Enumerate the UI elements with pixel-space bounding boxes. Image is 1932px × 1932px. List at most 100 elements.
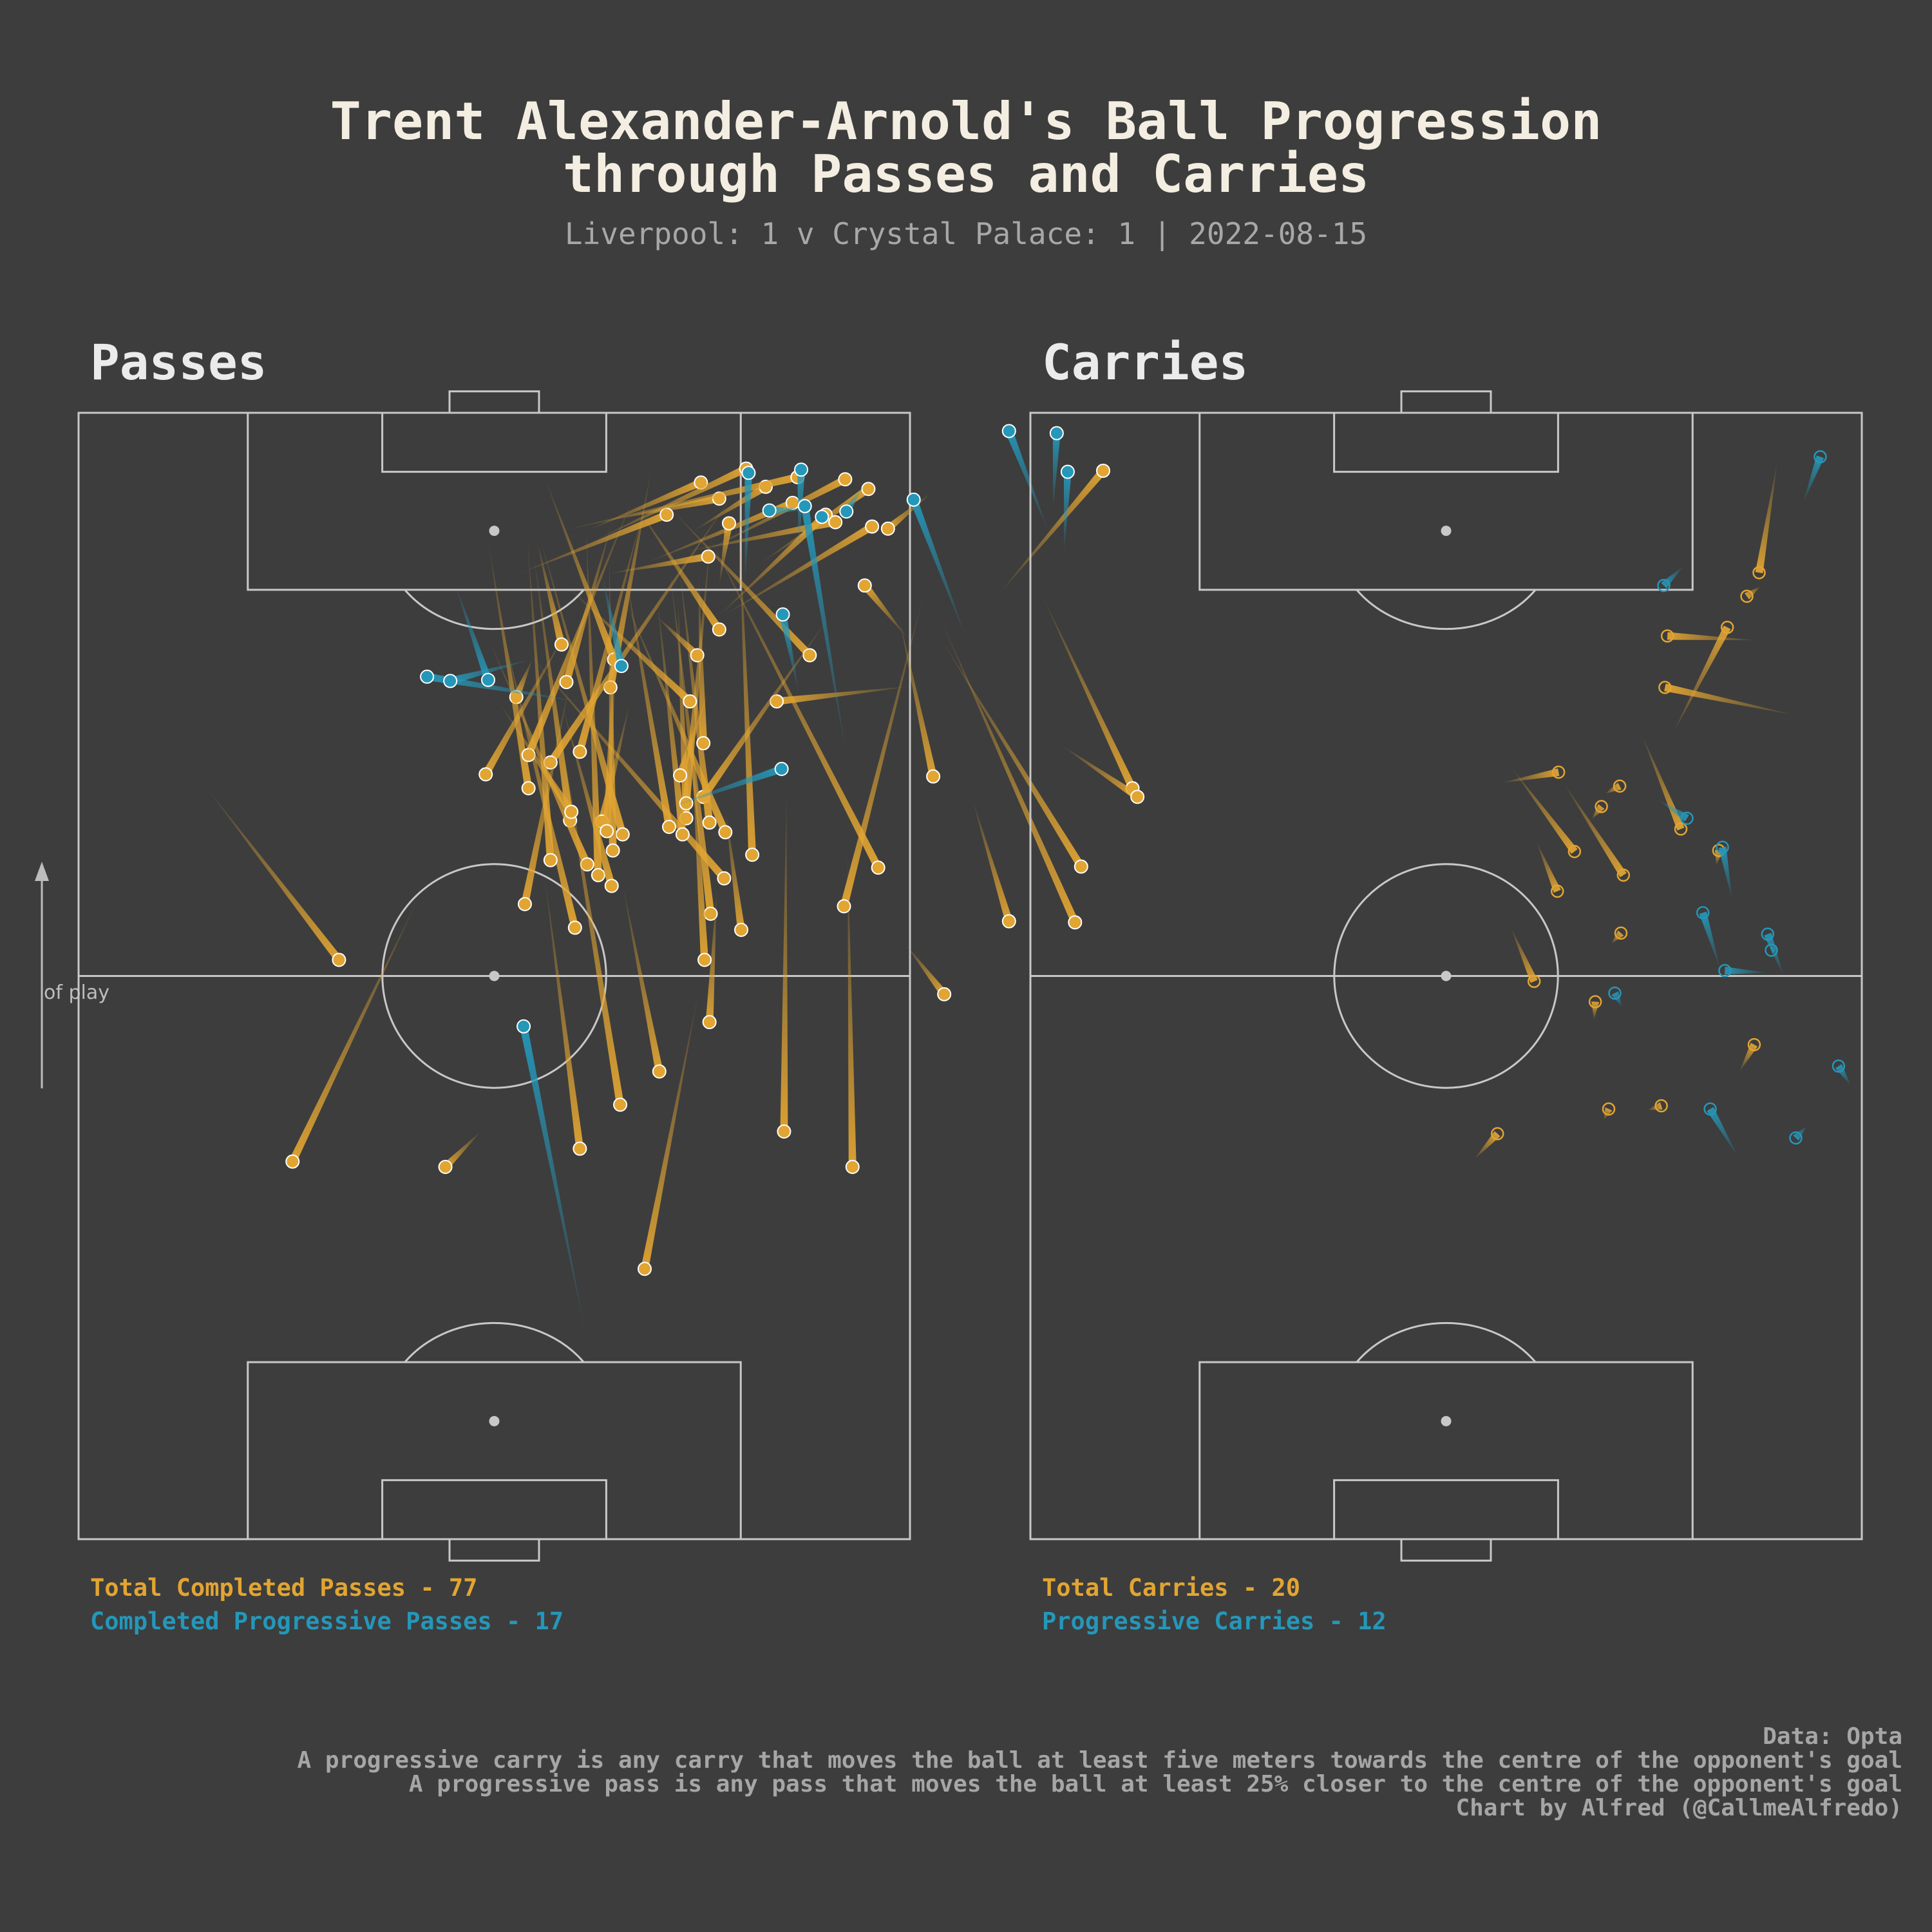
pass-origin-point [845,1159,860,1174]
pass-origin-point [815,509,829,524]
passe-trail [776,686,911,706]
carries-total-series [1474,460,1796,1160]
passe-trail [538,531,627,836]
carry-origin-point [1660,629,1674,643]
pass-origin-point [717,871,732,886]
pass-origin-point [745,848,760,862]
six-yard-box-top [1333,412,1559,473]
passe-trail [663,765,783,810]
six-yard-box-bottom [1333,1479,1559,1540]
pass-origin-point [1001,914,1016,929]
passe-trail [634,504,723,632]
pass-origin-point [567,920,582,935]
centre-spot [1441,971,1452,981]
passe-trail [623,563,673,828]
passe-trail [641,992,699,1270]
passe-trail [705,890,717,1023]
carrie-trail [1725,967,1768,975]
passe-trail [449,659,531,685]
carry-origin-point [1716,840,1729,854]
passe-trail [520,1025,586,1336]
passe-trail [603,605,617,831]
pass-origin-point [734,922,749,937]
pass-origin-point [285,1154,300,1169]
carrie-trail [1511,766,1578,854]
passes-pitch [77,390,1145,1562]
pass-origin-point [702,815,717,830]
pass-origin-point [554,637,569,652]
passe-trail [939,616,1079,924]
pass-origin-point [478,767,493,782]
carrie-trail [1803,455,1824,503]
passe-trail [657,616,700,658]
pass-origin-point [1095,463,1110,478]
passe-trail [682,518,837,553]
chart-title-line1: Trent Alexander-Arnold's Ball Progressio… [330,91,1602,151]
passe-trail [1063,471,1072,553]
carrie-trail [1661,566,1683,589]
passe-trail [698,573,708,744]
passe-trail [606,466,652,688]
passe-trail [455,584,492,681]
carry-origin-point [1527,974,1541,989]
pass-origin-point [604,878,619,893]
carry-origin-point [1595,800,1608,813]
passe-trail [862,583,908,638]
carry-origin-point [1657,578,1671,592]
pass-origin-point [564,804,579,819]
pass-origin-point [521,781,536,795]
carries-total-label: Total Carries - 20 [1042,1574,1300,1602]
carrie-trail [1718,846,1732,900]
pass-origin-point [673,768,688,783]
pass-origin-point [794,462,809,477]
passe-trail [521,681,571,905]
passe-trail [207,788,343,963]
carrie-trail [1474,1131,1501,1160]
penalty-area-top [1198,412,1694,591]
pass-origin-point [828,515,843,529]
carry-origin-point [1654,1099,1668,1113]
passe-trail [1005,430,1048,531]
penalty-area-bottom [247,1361,742,1540]
pass-origin-point [712,622,726,637]
passe-trail [910,498,967,638]
carrie-trail [1707,1107,1739,1158]
footer-notes: Data: Opta A progressive carry is any ca… [298,1725,1903,1820]
penalty-arc-top [1356,589,1537,630]
goal-bottom [1400,1538,1492,1562]
passe-trail [576,509,644,753]
carrie-trail [1667,632,1756,641]
carry-origin-point [1658,681,1672,694]
carry-origin-point [1832,1059,1846,1073]
carries-pitch [1029,390,1863,1562]
passe-trail [525,493,635,757]
pass-origin-point [865,519,880,534]
pass-origin-point [543,853,558,867]
pass-origin-point [661,819,676,834]
pass-origin-point [774,762,789,777]
pass-origin-point [777,1124,791,1139]
pass-origin-point [1130,790,1145,804]
pass-origin-point [600,824,614,838]
centre-circle [1333,863,1559,1089]
carrie-trail [1835,1064,1851,1086]
pass-origin-point [443,674,458,688]
pass-origin-point [638,1262,652,1276]
pass-origin-point [775,607,790,622]
carrie-trail [1591,1001,1600,1020]
carrie-trail [1563,782,1627,878]
pass-origin-point [696,736,711,751]
passe-trail [717,511,829,617]
passe-trail [1042,595,1136,790]
penalty-spot-bottom [1441,1416,1452,1426]
carry-origin-point [1551,884,1564,898]
carrie-trail [1755,460,1778,574]
passe-trail [721,523,875,617]
six-yard-box-bottom [381,1479,607,1540]
pass-origin-point [420,669,435,684]
carry-origin-point [1567,845,1582,858]
carry-origin-point [1490,1127,1504,1141]
carry-origin-point [1747,1037,1761,1052]
pass-origin-point [516,1019,531,1034]
pass-origin-point [837,899,851,914]
